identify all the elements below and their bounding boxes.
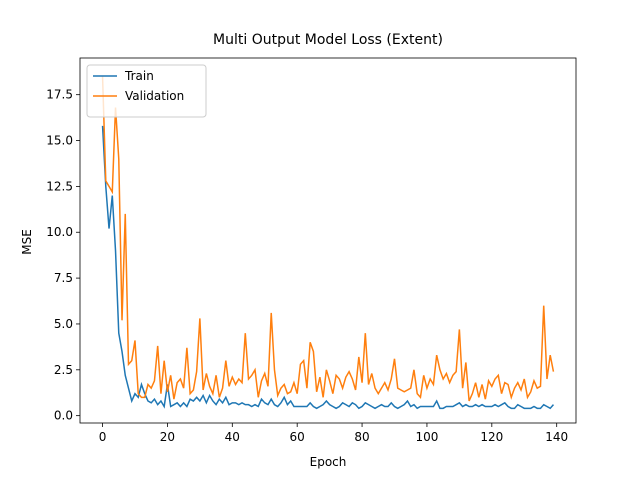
x-tick-label: 80 <box>354 430 369 444</box>
x-axis-label: Epoch <box>310 455 347 469</box>
legend-label: Validation <box>125 89 184 103</box>
y-tick-label: 17.5 <box>46 88 73 102</box>
x-tick-label: 60 <box>290 430 305 444</box>
x-tick-label: 140 <box>545 430 568 444</box>
plot-frame <box>79 57 577 424</box>
legend-box <box>86 64 207 118</box>
x-tick-label: 120 <box>480 430 503 444</box>
x-tick-label: 0 <box>99 430 107 444</box>
x-tick-label: 20 <box>160 430 175 444</box>
y-tick-label: 0.0 <box>54 409 73 423</box>
line-series <box>101 76 555 402</box>
y-tick-label: 10.0 <box>46 225 73 239</box>
y-tick-label: 15.0 <box>46 134 73 148</box>
y-tick-label: 2.5 <box>54 363 73 377</box>
y-tick-label: 12.5 <box>46 179 73 193</box>
x-tick-label: 40 <box>225 430 240 444</box>
y-axis-label: MSE <box>20 229 34 255</box>
x-tick-label: 100 <box>415 430 438 444</box>
chart-title: Multi Output Model Loss (Extent) <box>213 32 443 48</box>
line-series <box>101 125 555 410</box>
y-tick-label: 5.0 <box>54 317 73 331</box>
legend-label: Train <box>124 69 154 83</box>
y-tick-label: 7.5 <box>54 271 73 285</box>
